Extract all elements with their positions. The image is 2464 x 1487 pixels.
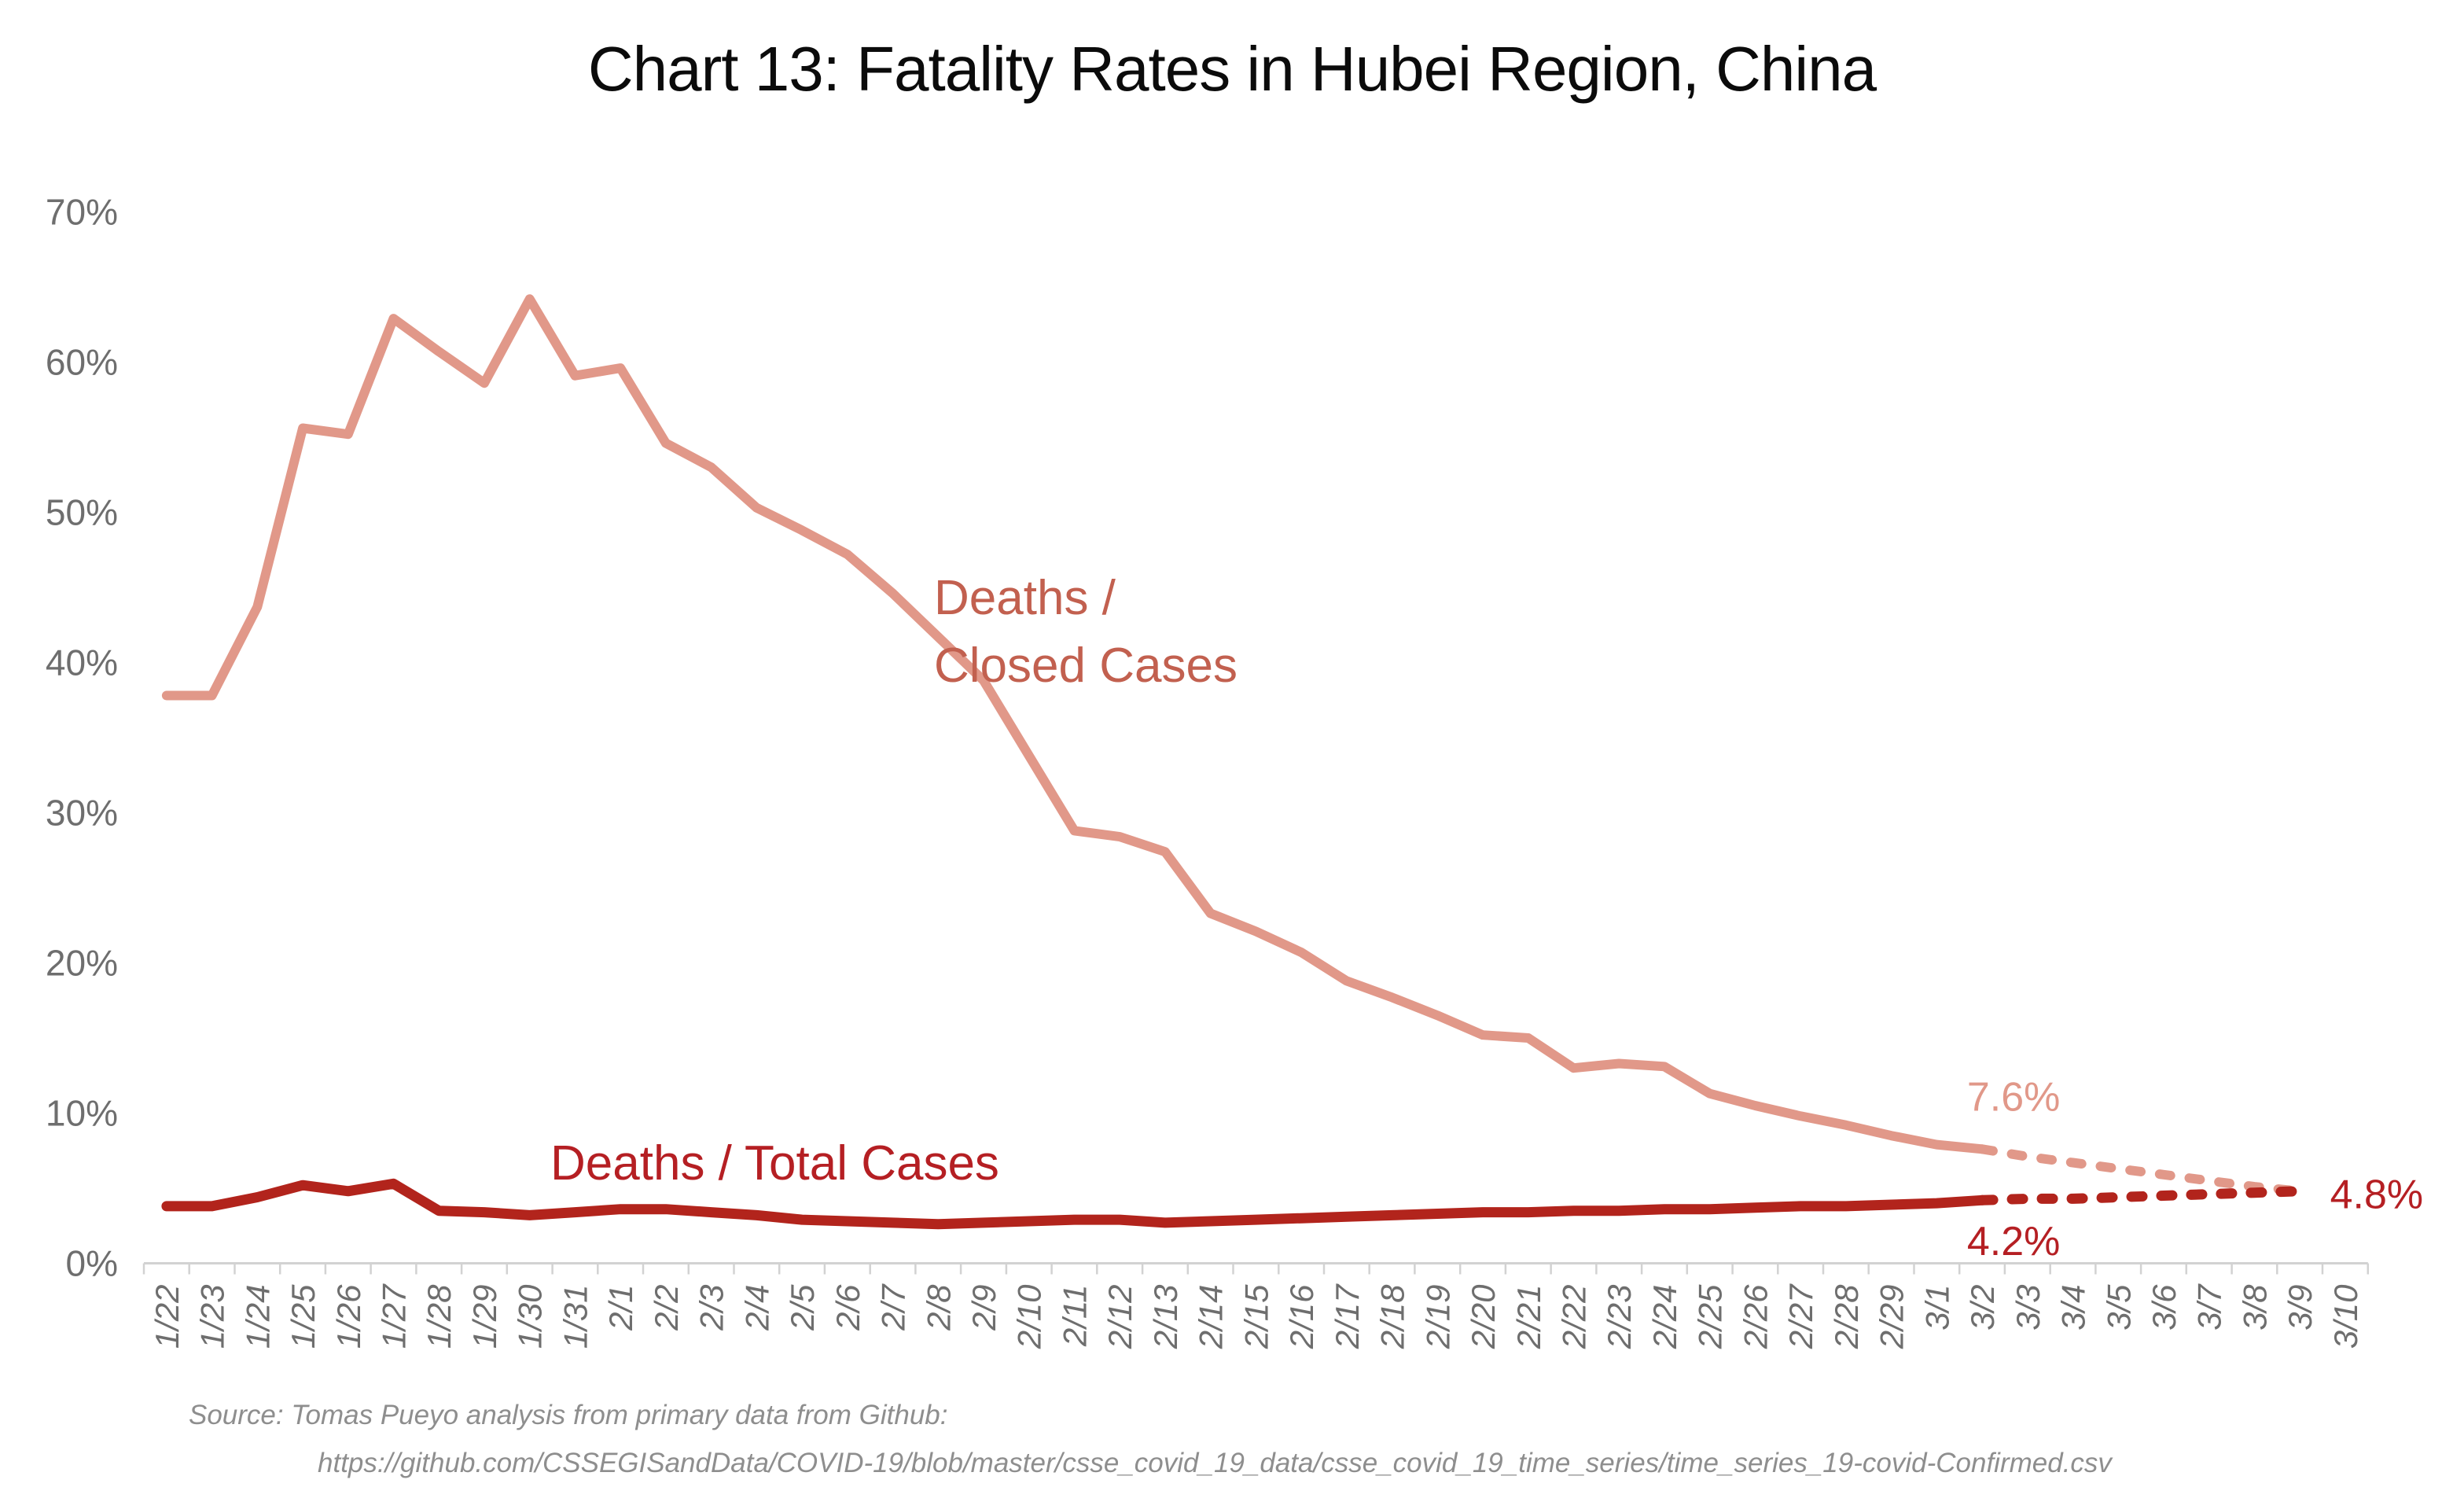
value-annotation: 4.8% [2330,1172,2424,1218]
x-axis-tick-label: 2/23 [1601,1285,1638,1350]
source-line-2: https://github.com/CSSEGISandData/COVID-… [318,1448,2112,1478]
x-axis-tick-label: 3/6 [2146,1284,2183,1331]
value-annotation: 7.6% [1967,1075,2061,1121]
y-axis-tick-label: 40% [46,642,118,683]
x-axis-tick-label: 1/24 [239,1285,276,1349]
x-axis-tick-label: 2/28 [1828,1284,1865,1349]
x-axis-tick-label: 2/22 [1556,1285,1593,1350]
y-axis-tick-label: 20% [46,943,118,984]
x-axis-tick-label: 1/30 [512,1284,549,1349]
x-axis-tick-label: 3/9 [2282,1285,2319,1331]
x-axis-tick-label: 2/14 [1193,1285,1230,1350]
x-axis-tick-label: 2/27 [1782,1283,1819,1349]
x-axis-tick-label: 2/13 [1147,1285,1184,1350]
x-axis-tick-label: 1/29 [466,1285,503,1349]
series-label-deaths-closed-cases: Deaths / Closed Cases [934,565,1238,700]
x-axis-tick-label: 1/31 [557,1285,594,1349]
series-line-solid [161,294,1988,1154]
series-label-line: Closed Cases [934,639,1238,693]
x-axis-tick-label: 1/28 [421,1284,458,1349]
x-axis-tick-label: 2/20 [1465,1284,1502,1349]
x-axis-tick-label: 2/16 [1283,1284,1320,1349]
series-line-projection-dashed [1977,1144,2305,1196]
x-axis-tick-label: 2/9 [965,1285,1002,1331]
x-axis-tick-label: 2/6 [829,1284,866,1331]
x-axis-tick-label: 2/8 [920,1284,957,1331]
x-axis-tick-label: 2/7 [875,1283,912,1331]
x-axis-tick-label: 3/1 [1918,1285,1955,1331]
x-axis-tick-label: 2/3 [693,1285,730,1331]
x-axis-tick-label: 3/10 [2327,1284,2364,1349]
x-axis-tick-label: 2/18 [1374,1284,1411,1349]
x-axis-tick-label: 1/23 [194,1285,231,1349]
series-line-solid [161,1178,1988,1230]
x-axis-tick-label: 2/10 [1011,1284,1048,1349]
x-axis-tick-label: 1/27 [376,1283,413,1349]
value-annotation: 4.2% [1967,1219,2061,1264]
source-line-1: Source: Tomas Pueyo analysis from primar… [189,1400,948,1430]
x-axis-tick-label: 2/5 [784,1284,821,1331]
y-axis-tick-label: 30% [46,793,118,834]
x-axis-tick-label: 2/4 [738,1285,775,1331]
y-axis-tick-label: 50% [46,492,118,533]
x-axis-tick-label: 2/21 [1510,1285,1547,1350]
x-axis-tick-label: 2/24 [1646,1285,1683,1350]
x-axis-tick-label: 2/26 [1737,1284,1774,1349]
x-axis-tick-label: 3/8 [2236,1284,2273,1331]
x-axis-tick-label: 2/25 [1692,1284,1729,1349]
x-axis-tick-label: 1/25 [285,1284,322,1349]
y-axis-tick-label: 10% [46,1093,118,1134]
x-axis-tick-label: 1/26 [330,1284,367,1349]
x-axis-tick-label: 1/22 [149,1285,186,1349]
series-line-projection-dashed [1977,1186,2305,1205]
series-label-line: Deaths / [934,571,1116,625]
x-axis-tick-label: 3/5 [2100,1284,2137,1331]
x-axis-tick-label: 3/2 [1964,1285,2001,1331]
y-axis-tick-label: 60% [46,342,118,383]
series-label-line: Deaths / Total Cases [550,1136,999,1191]
x-axis-tick-label: 3/3 [2010,1285,2047,1331]
x-axis-tick-label: 3/7 [2191,1283,2228,1331]
x-axis-tick-label: 2/12 [1101,1285,1138,1350]
chart-title: Chart 13: Fatality Rates in Hubei Region… [587,34,1877,104]
x-axis-tick-label: 2/15 [1238,1284,1274,1349]
x-axis-tick-label: 3/4 [2055,1285,2092,1331]
x-axis-tick-label: 2/2 [648,1285,685,1331]
x-axis-tick-label: 2/1 [602,1285,639,1331]
source-attribution: Source: Tomas Pueyo analysis from primar… [189,1391,2112,1487]
y-axis-tick-label: 0% [66,1243,118,1284]
x-axis-tick-label: 2/11 [1057,1285,1094,1348]
series-label-deaths-total-cases: Deaths / Total Cases [550,1130,999,1198]
x-axis-tick-label: 2/17 [1329,1283,1366,1349]
x-axis-tick-label: 2/29 [1874,1285,1911,1350]
x-axis-tick-label: 2/19 [1419,1285,1456,1350]
y-axis-tick-label: 70% [46,192,118,233]
